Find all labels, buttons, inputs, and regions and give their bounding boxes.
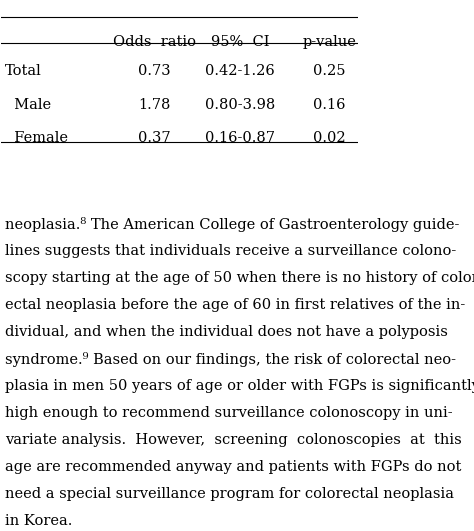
- Text: Female: Female: [5, 131, 68, 145]
- Text: 0.42-1.26: 0.42-1.26: [205, 64, 275, 78]
- Text: 0.02: 0.02: [313, 131, 346, 145]
- Text: lines suggests that individuals receive a surveillance colono-: lines suggests that individuals receive …: [5, 244, 456, 258]
- Text: in Korea.: in Korea.: [5, 514, 73, 528]
- Text: plasia in men 50 years of age or older with FGPs is significantly: plasia in men 50 years of age or older w…: [5, 379, 474, 393]
- Text: 1.78: 1.78: [138, 98, 171, 112]
- Text: Total: Total: [5, 64, 42, 78]
- Text: ectal neoplasia before the age of 60 in first relatives of the in-: ectal neoplasia before the age of 60 in …: [5, 298, 465, 312]
- Text: 0.16: 0.16: [313, 98, 346, 112]
- Text: 0.16-0.87: 0.16-0.87: [205, 131, 275, 145]
- Text: neoplasia.⁸ The American College of Gastroenterology guide-: neoplasia.⁸ The American College of Gast…: [5, 217, 459, 232]
- Text: Male: Male: [5, 98, 51, 112]
- Text: scopy starting at the age of 50 when there is no history of color-: scopy starting at the age of 50 when the…: [5, 271, 474, 285]
- Text: 0.80-3.98: 0.80-3.98: [205, 98, 275, 112]
- Text: 0.73: 0.73: [138, 64, 171, 78]
- Text: high enough to recommend surveillance colonoscopy in uni-: high enough to recommend surveillance co…: [5, 406, 453, 420]
- Text: 0.25: 0.25: [313, 64, 346, 78]
- Text: dividual, and when the individual does not have a polyposis: dividual, and when the individual does n…: [5, 325, 448, 339]
- Text: syndrome.⁹ Based on our findings, the risk of colorectal neo-: syndrome.⁹ Based on our findings, the ri…: [5, 352, 456, 367]
- Text: age are recommended anyway and patients with FGPs do not: age are recommended anyway and patients …: [5, 460, 461, 474]
- Text: need a special surveillance program for colorectal neoplasia: need a special surveillance program for …: [5, 487, 454, 501]
- Text: 95%  CI: 95% CI: [211, 35, 269, 49]
- Text: variate analysis.  However,  screening  colonoscopies  at  this: variate analysis. However, screening col…: [5, 433, 462, 447]
- Text: Odds  ratio: Odds ratio: [113, 35, 196, 49]
- Text: 0.37: 0.37: [138, 131, 171, 145]
- Text: p-value: p-value: [302, 35, 356, 49]
